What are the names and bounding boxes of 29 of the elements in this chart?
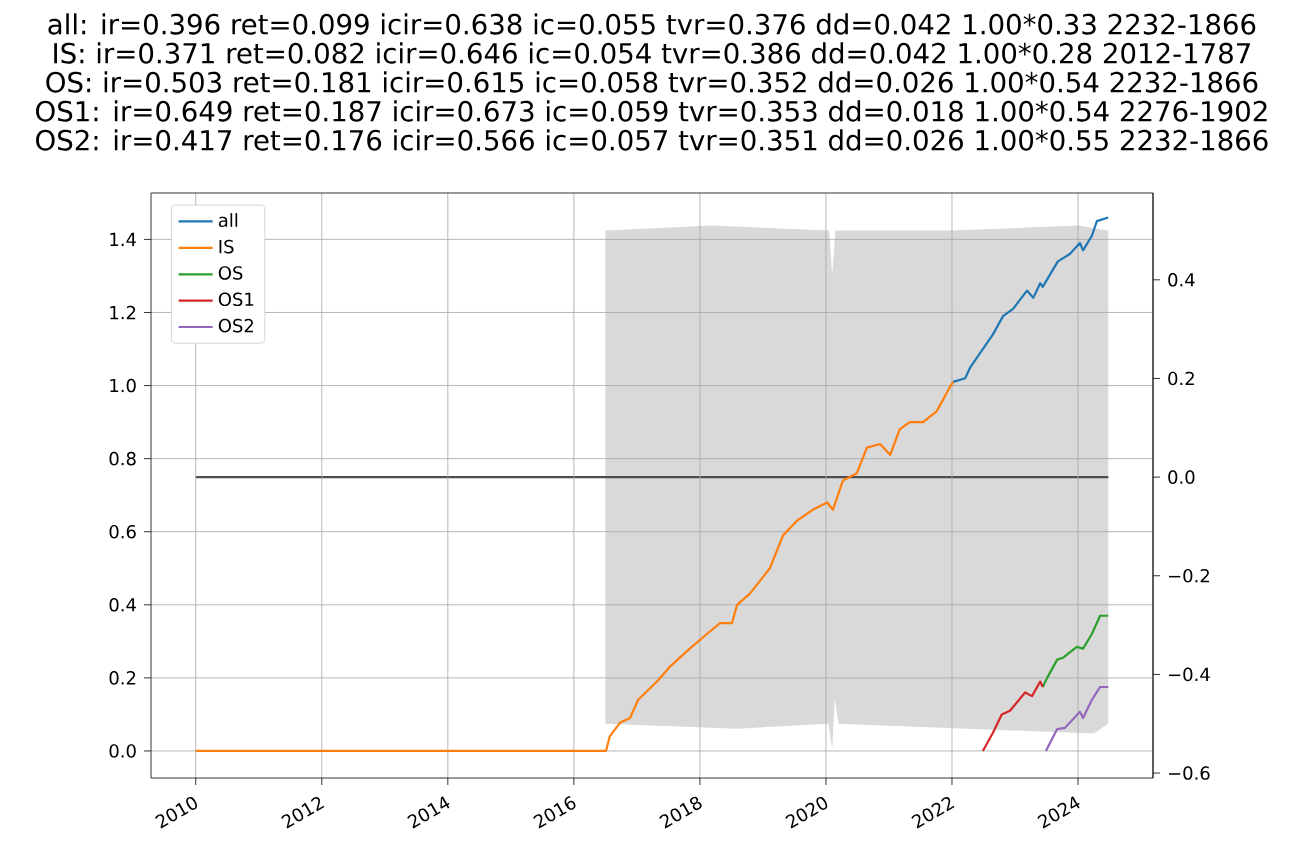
y2-tick-label: −0.2 xyxy=(1168,568,1209,583)
y-tick-label: 0.6 xyxy=(109,524,136,539)
y-tick-label: 0.4 xyxy=(109,597,136,612)
legend-label: OS2 xyxy=(218,318,254,333)
y-tick-label: 0.8 xyxy=(109,451,136,466)
legend-label: all xyxy=(218,213,238,228)
y2-tick-label: 0.4 xyxy=(1168,273,1195,287)
legend-label: OS1 xyxy=(218,292,254,307)
line-series xyxy=(194,380,955,753)
y2-tick-label: −0.6 xyxy=(1168,766,1210,780)
chart-title: all: ir=0.396 ret=0.099 icir=0.638 ic=0.055 tvr=0.376 dd=0.042 1.00*0.33 2232-1866 xyxy=(48,13,1256,35)
line-series xyxy=(1041,614,1110,689)
legend-label: IS xyxy=(219,239,234,254)
text: OS2: ir=0.417 ret=0.176 icir=0.566 ic=0.057 tvr=0.351 dd=0.026 1.00*0.55 2232-1866 xyxy=(36,129,1268,151)
y-tick-label: 1.0 xyxy=(110,378,136,393)
legend-label: OS xyxy=(218,266,243,280)
line-series xyxy=(1044,685,1110,753)
text: OS: ir=0.503 ret=0.181 icir=0.615 ic=0.058 tvr=0.352 dd=0.026 1.00*0.54 2232-1866 xyxy=(46,71,1258,93)
y-tick-label: 0.2 xyxy=(109,671,136,685)
line-series xyxy=(981,680,1044,753)
y2-tick-label: −0.4 xyxy=(1168,667,1210,682)
y-tick-label: 0.0 xyxy=(109,744,136,758)
text: OS1: ir=0.649 ret=0.187 icir=0.673 ic=0.059 tvr=0.353 dd=0.018 1.00*0.54 2276-1902 xyxy=(36,100,1267,122)
text: IS: ir=0.371 ret=0.082 icir=0.646 ic=0.054 tvr=0.386 dd=0.042 1.00*0.28 2012-1787 xyxy=(54,42,1250,64)
y-tick-label: 1.2 xyxy=(110,305,136,320)
y-tick-label: 1.4 xyxy=(110,232,136,246)
line-series xyxy=(952,216,1110,383)
y2-tick-label: 0.2 xyxy=(1168,371,1194,386)
y2-tick-label: 0.0 xyxy=(1168,470,1195,484)
